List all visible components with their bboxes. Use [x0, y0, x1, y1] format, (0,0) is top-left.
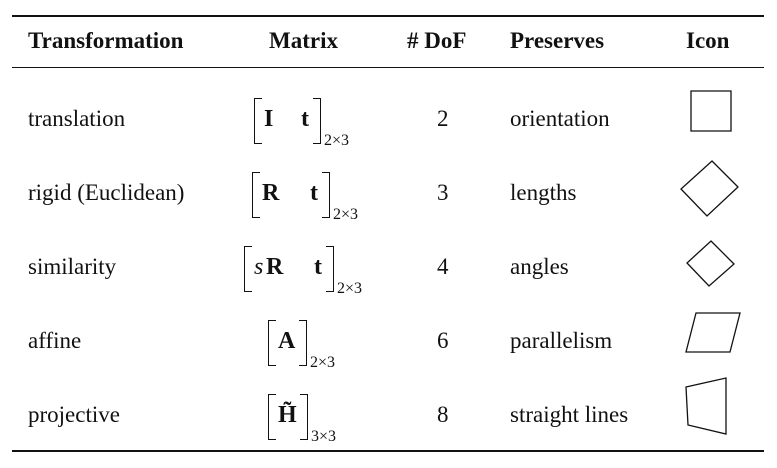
transformation-name: projective — [28, 402, 120, 427]
matrix-entry: R — [262, 180, 280, 206]
transformation-name: similarity — [28, 254, 117, 279]
matrix-subscript: 2×3 — [324, 132, 350, 149]
dof-value: 2 — [437, 106, 449, 131]
matrix-cell: s R t 2×3 — [244, 246, 362, 297]
matrix-subscript: 2×3 — [337, 280, 363, 297]
matrix-subscript: 2×3 — [333, 206, 359, 223]
matrix-entry: t — [301, 106, 309, 132]
preserves-value: orientation — [510, 106, 610, 131]
matrix-cell: A 2×3 — [268, 320, 335, 371]
header-rule — [12, 67, 764, 68]
top-rule — [12, 15, 764, 17]
rotated-square-icon — [680, 160, 739, 217]
dof-value: 4 — [437, 254, 449, 279]
parallelogram-icon — [685, 312, 741, 353]
header-transformation: Transformation — [28, 28, 184, 53]
header-preserves: Preserves — [510, 28, 605, 53]
preserves-value: lengths — [510, 180, 577, 205]
matrix-cell: I t 2×3 — [254, 98, 349, 149]
dof-value: 6 — [437, 328, 449, 353]
transformation-name: rigid (Euclidean) — [28, 180, 185, 205]
matrix-subscript: 3×3 — [311, 428, 337, 445]
matrix-entry: t — [310, 180, 318, 206]
matrix-entry: A — [278, 328, 296, 354]
preserves-value: parallelism — [510, 328, 613, 353]
matrix-cell: R t 2×3 — [252, 172, 358, 223]
header-icon: Icon — [686, 28, 730, 53]
transformation-name: translation — [28, 106, 126, 131]
small-rotated-square-icon — [686, 240, 735, 287]
matrix-scalar: s — [254, 254, 264, 280]
matrix-cell: H̃ 3×3 — [268, 394, 336, 445]
bottom-rule — [12, 450, 764, 452]
matrix-entry: H̃ — [278, 402, 297, 428]
square-icon — [690, 90, 732, 132]
preserves-value: straight lines — [510, 402, 629, 427]
transformation-name: affine — [28, 328, 82, 353]
matrix-subscript: 2×3 — [310, 354, 336, 371]
dof-value: 8 — [437, 402, 449, 427]
dof-value: 3 — [437, 180, 449, 205]
matrix-entry: t — [314, 254, 322, 280]
trapezoid-icon — [685, 377, 727, 435]
matrix-entry: I — [264, 106, 274, 132]
matrix-entry: R — [266, 254, 284, 280]
header-dof: # DoF — [407, 28, 467, 53]
preserves-value: angles — [510, 254, 569, 279]
header-matrix: Matrix — [269, 28, 338, 53]
